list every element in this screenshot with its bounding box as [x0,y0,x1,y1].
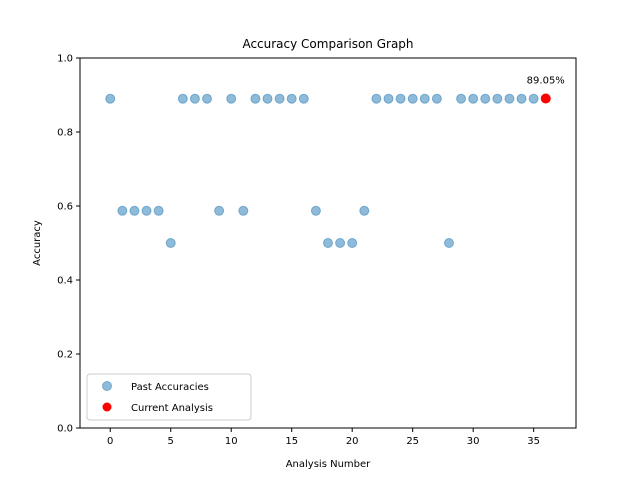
past-accuracy-point [177,93,188,104]
legend-marker-current [102,402,112,412]
past-accuracy-point [528,93,539,104]
past-accuracy-point [371,93,382,104]
past-accuracy-point [443,238,454,248]
legend-label-past: Past Accuracies [131,382,209,393]
x-axis-label: Analysis Number [286,459,371,470]
past-accuracy-point [335,238,346,248]
past-accuracy-point [250,93,261,104]
past-accuracy-point [468,93,479,104]
annotations: 89.05% [527,76,565,87]
legend-box [86,373,252,421]
x-tick-label: 15 [285,436,298,447]
past-accuracy-point [347,238,358,248]
y-tick-label: 0.6 [57,202,73,213]
past-accuracy-point [286,93,297,104]
x-tick-label: 10 [225,436,238,447]
y-tick-label: 0.8 [57,128,73,139]
y-tick-label: 1.0 [57,54,73,65]
legend: Past Accuracies Current Analysis [86,373,252,421]
chart-title: Accuracy Comparison Graph [242,37,413,51]
y-axis-label: Accuracy [32,220,43,266]
past-accuracy-point [431,93,442,104]
past-accuracy-point [480,93,491,104]
x-tick-label: 5 [168,436,174,447]
y-tick-label: 0.4 [57,276,73,287]
x-tick-label: 30 [467,436,480,447]
past-accuracy-point [141,205,152,216]
past-accuracy-point [165,238,176,248]
x-tick-label: 20 [346,436,359,447]
past-accuracy-point [262,93,273,104]
past-accuracy-point [129,205,140,216]
plot-frame [79,57,577,429]
past-accuracy-point [395,93,406,104]
legend-label-current: Current Analysis [131,403,213,414]
y-axis: 0.0 0.2 0.4 0.6 0.8 1.0 [57,54,80,435]
past-accuracy-point [274,93,285,104]
past-accuracy-point [383,93,394,104]
past-accuracy-point [504,93,515,104]
past-accuracy-point [238,205,249,216]
past-accuracy-point [407,93,418,104]
past-accuracy-point [492,93,503,104]
past-accuracy-point [226,93,237,104]
x-tick-label: 25 [406,436,419,447]
y-tick-label: 0.0 [57,424,73,435]
past-accuracy-point [298,93,309,104]
past-accuracy-point [359,205,370,216]
past-accuracy-point [189,93,200,104]
x-axis: 0 5 10 15 20 25 30 35 [107,428,540,447]
past-accuracy-point [214,205,225,216]
y-tick-label: 0.2 [57,350,73,361]
data-marks [105,93,551,248]
past-accuracy-point [310,205,321,216]
past-accuracy-point [153,205,164,216]
past-accuracy-point [516,93,527,104]
past-accuracy-point [419,93,430,104]
legend-marker-past [102,381,112,391]
x-tick-label: 35 [527,436,540,447]
past-accuracy-point [105,93,116,104]
past-accuracy-point [117,205,128,216]
past-accuracy-point [323,238,333,248]
x-tick-label: 0 [107,436,113,447]
past-accuracy-point [202,93,213,104]
accuracy-annotation: 89.05% [527,76,565,87]
current-analysis-point [540,93,551,104]
past-accuracy-point [456,93,467,104]
